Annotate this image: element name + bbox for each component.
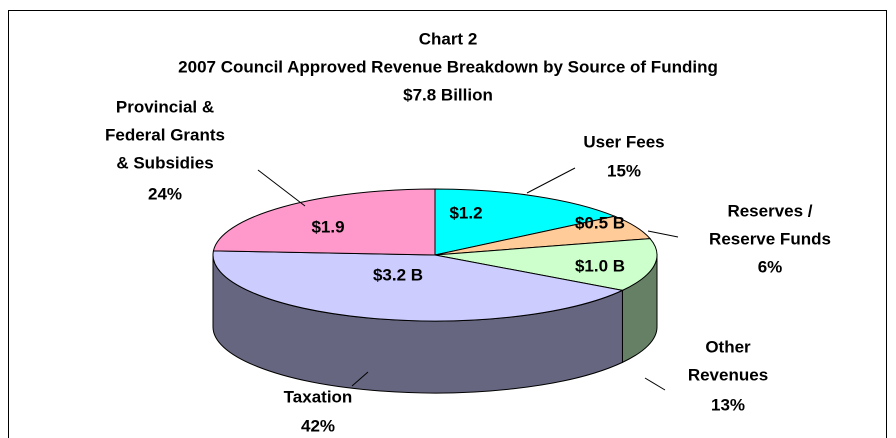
- amount-label: $1.0 B: [575, 256, 625, 275]
- amount-label: $1.9: [311, 217, 344, 236]
- chart-title: $7.8 Billion: [403, 85, 493, 104]
- slice: [212, 250, 625, 322]
- percent-label: 42%: [301, 416, 335, 435]
- percent-label: 24%: [148, 184, 182, 203]
- slice: [434, 188, 617, 256]
- percent-label: 15%: [607, 161, 641, 180]
- category-label: User Fees: [583, 132, 664, 151]
- category-label: Taxation: [284, 387, 353, 406]
- amount-label: $0.5 B: [575, 213, 625, 232]
- slice: [434, 238, 658, 291]
- amount-label: $1.2: [449, 203, 482, 222]
- leader-line: [644, 377, 666, 391]
- category-label: Other: [705, 337, 751, 356]
- chart-title: 2007 Council Approved Revenue Breakdown …: [178, 57, 718, 76]
- leader-line: [257, 169, 306, 207]
- leader-line: [526, 167, 576, 194]
- percent-label: 13%: [711, 395, 745, 414]
- category-label: Reserves /: [727, 201, 812, 220]
- slice: [212, 188, 436, 256]
- percent-label: 6%: [758, 257, 783, 276]
- category-label: Provincial &: [116, 97, 214, 116]
- category-label: Reserve Funds: [709, 229, 831, 248]
- category-label: & Subsidies: [116, 153, 213, 172]
- category-label: Federal Grants: [105, 125, 225, 144]
- category-label: Revenues: [688, 365, 768, 384]
- leader-line: [351, 371, 369, 387]
- labels: Chart 2 2007 Council Approved Revenue Bre…: [105, 29, 831, 435]
- leader-line: [647, 230, 679, 238]
- chart-title: Chart 2: [419, 29, 478, 48]
- pie: [212, 188, 658, 394]
- amount-label: $3.2 B: [373, 265, 423, 284]
